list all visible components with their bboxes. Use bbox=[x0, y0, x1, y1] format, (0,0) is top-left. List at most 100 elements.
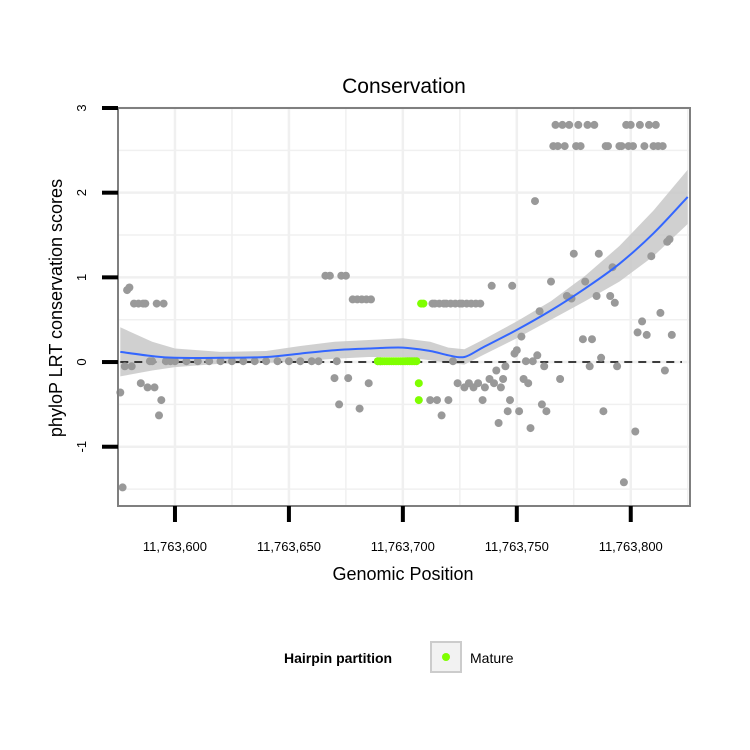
data-point bbox=[524, 379, 533, 388]
legend-label-mature: Mature bbox=[470, 650, 514, 666]
data-point bbox=[492, 366, 501, 375]
data-point bbox=[367, 295, 375, 304]
y-axis: -1 0 1 2 3 bbox=[74, 104, 118, 453]
data-point bbox=[159, 299, 168, 308]
data-point bbox=[155, 411, 163, 420]
data-point bbox=[478, 396, 487, 405]
grid bbox=[118, 106, 690, 506]
data-point bbox=[569, 249, 578, 258]
data-point bbox=[506, 396, 514, 405]
data-point bbox=[638, 317, 647, 326]
data-point bbox=[647, 252, 656, 261]
data-point bbox=[239, 357, 248, 366]
data-point bbox=[307, 357, 316, 366]
data-point bbox=[364, 379, 373, 388]
data-point bbox=[608, 263, 617, 272]
data-point bbox=[540, 362, 549, 371]
data-point-mature bbox=[419, 299, 428, 308]
y-tick-label: 3 bbox=[74, 104, 89, 111]
data-point bbox=[599, 407, 608, 416]
data-point bbox=[227, 357, 236, 366]
data-point bbox=[487, 281, 496, 290]
legend-key-mature-dot bbox=[442, 653, 450, 661]
data-point bbox=[136, 379, 145, 388]
data-point bbox=[667, 330, 676, 339]
data-point bbox=[665, 235, 674, 244]
x-tick-label: 11,763,800 bbox=[599, 539, 663, 554]
data-point bbox=[626, 120, 635, 129]
x-tick-label: 11,763,600 bbox=[143, 539, 207, 554]
data-point bbox=[152, 299, 161, 308]
data-point bbox=[531, 197, 539, 206]
data-point bbox=[640, 142, 649, 151]
legend-title: Hairpin partition bbox=[284, 650, 392, 666]
y-tick-label: -1 bbox=[74, 441, 89, 453]
data-point bbox=[182, 357, 191, 366]
data-point bbox=[597, 353, 606, 362]
data-point bbox=[157, 396, 166, 405]
data-point bbox=[314, 357, 323, 366]
data-point bbox=[553, 142, 562, 151]
data-point bbox=[588, 335, 596, 344]
legend: Hairpin partition Mature bbox=[284, 641, 514, 673]
data-point bbox=[651, 120, 660, 129]
data-point bbox=[629, 142, 637, 151]
data-point-mature bbox=[414, 396, 423, 405]
data-point bbox=[250, 357, 259, 366]
data-point bbox=[578, 335, 587, 344]
data-point bbox=[284, 357, 293, 366]
data-point-mature bbox=[412, 357, 421, 366]
smooth-trend-line bbox=[120, 196, 689, 359]
data-point bbox=[341, 271, 350, 280]
data-point bbox=[660, 366, 669, 375]
data-point bbox=[565, 120, 574, 129]
data-point bbox=[594, 249, 603, 258]
data-point bbox=[127, 362, 136, 371]
data-point bbox=[521, 357, 530, 366]
data-point bbox=[344, 374, 353, 383]
data-point bbox=[496, 383, 505, 392]
data-point bbox=[583, 120, 592, 129]
y-tick-label: 1 bbox=[74, 274, 89, 281]
data-point bbox=[556, 375, 565, 383]
data-point bbox=[474, 379, 483, 388]
data-point bbox=[205, 357, 214, 366]
data-point bbox=[606, 292, 615, 300]
data-point bbox=[547, 277, 555, 286]
data-point bbox=[656, 308, 665, 317]
data-point bbox=[558, 120, 567, 129]
data-point bbox=[576, 142, 585, 151]
x-axis-title: Genomic Position bbox=[332, 564, 473, 584]
data-point bbox=[273, 357, 282, 366]
data-point bbox=[631, 427, 640, 436]
data-point bbox=[490, 379, 498, 388]
data-point bbox=[433, 396, 441, 405]
x-tick-label: 11,763,700 bbox=[371, 539, 435, 554]
y-tick-label: 2 bbox=[74, 189, 89, 196]
data-point bbox=[635, 120, 644, 129]
data-point bbox=[501, 362, 510, 371]
data-point bbox=[355, 404, 364, 413]
chart-title: Conservation bbox=[342, 75, 466, 98]
confidence-ribbon-layer bbox=[120, 169, 688, 377]
x-tick-label: 11,763,650 bbox=[257, 539, 321, 554]
data-point bbox=[437, 411, 446, 420]
data-point bbox=[592, 292, 601, 300]
y-tick-label: 0 bbox=[74, 358, 89, 365]
points-layer bbox=[116, 120, 676, 492]
data-point bbox=[296, 357, 305, 366]
data-point bbox=[590, 120, 599, 129]
data-point bbox=[604, 142, 612, 151]
y-axis-title: phyloP LRT conservation scores bbox=[46, 179, 66, 437]
data-point bbox=[658, 142, 667, 151]
data-point bbox=[526, 424, 535, 433]
data-point bbox=[148, 357, 157, 366]
data-point bbox=[150, 383, 159, 392]
data-point bbox=[330, 374, 339, 383]
confidence-ribbon bbox=[120, 169, 688, 377]
smooth-layer bbox=[120, 196, 689, 359]
data-point bbox=[642, 330, 651, 339]
data-point bbox=[499, 375, 508, 383]
data-point bbox=[633, 328, 642, 337]
